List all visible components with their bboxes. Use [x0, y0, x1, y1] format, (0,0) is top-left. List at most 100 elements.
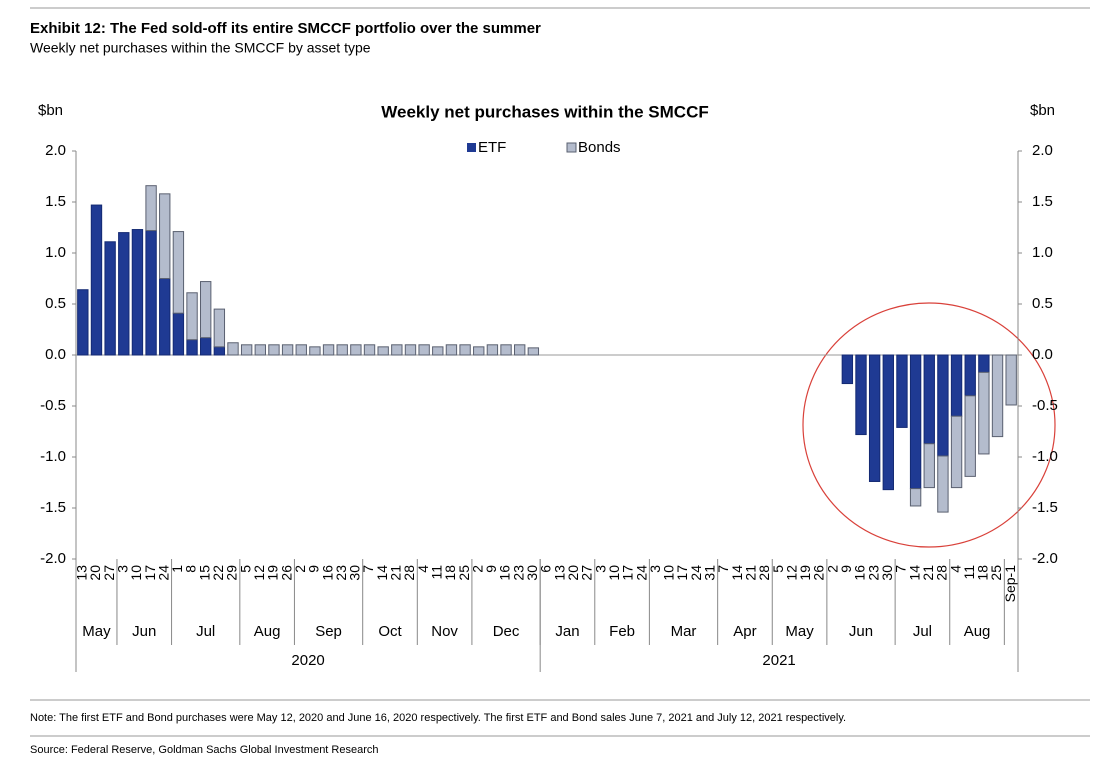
- legend-label: ETF: [478, 139, 506, 156]
- month-label: Dec: [493, 623, 520, 640]
- bar: [172, 231, 185, 314]
- x-tick-label: 15: [196, 565, 212, 581]
- month-label: Oct: [378, 623, 402, 640]
- bar: [445, 344, 458, 356]
- month-label: Jul: [913, 623, 932, 640]
- x-tick-label: 4: [947, 565, 963, 573]
- x-tick-label: 14: [374, 565, 390, 581]
- x-tick-label: 16: [852, 565, 868, 581]
- bar: [186, 292, 198, 341]
- x-tick-label: 25: [988, 565, 1004, 581]
- x-tick-label: 12: [251, 565, 267, 581]
- x-tick-label: 12: [783, 565, 799, 581]
- y2-tick-label: 1.0: [1032, 244, 1053, 261]
- y-tick-label: 0.5: [45, 295, 66, 312]
- x-tick-label: 17: [674, 565, 690, 581]
- y-axis-title: $bn: [38, 102, 63, 119]
- x-tick-label: 16: [497, 565, 513, 581]
- y2-tick-label: -2.0: [1032, 550, 1058, 567]
- x-tick-label: 18: [442, 565, 458, 581]
- exhibit-title: Exhibit 12: The Fed sold-off its entire …: [30, 20, 541, 37]
- y2-axis-title: $bn: [1030, 102, 1055, 119]
- bar: [200, 281, 212, 339]
- x-tick-label: 3: [647, 565, 663, 573]
- bar: [514, 344, 526, 356]
- highlight-circle: [802, 302, 1056, 548]
- x-tick-label: 21: [388, 565, 404, 581]
- x-tick-label: 22: [210, 565, 226, 581]
- x-tick-label: 17: [620, 565, 636, 581]
- bar: [432, 346, 444, 356]
- x-tick-label: 28: [756, 565, 772, 581]
- bar: [923, 354, 935, 445]
- y-tick-label: -2.0: [40, 550, 66, 567]
- y2-tick-label: 0.0: [1032, 346, 1053, 363]
- bar: [909, 354, 922, 490]
- y-tick-label: -0.5: [40, 397, 66, 414]
- bar: [391, 344, 403, 356]
- bar: [978, 354, 990, 373]
- bar: [118, 232, 130, 356]
- bar: [131, 229, 144, 356]
- x-tick-label: 23: [510, 565, 526, 581]
- x-tick-label: 24: [155, 565, 171, 581]
- y-tick-label: 0.0: [45, 346, 66, 363]
- note: Note: The first ETF and Bond purchases w…: [30, 712, 846, 724]
- bar: [978, 371, 990, 455]
- x-tick-label: 5: [770, 565, 786, 573]
- x-tick-label: 6: [538, 565, 554, 573]
- month-label: Apr: [733, 623, 756, 640]
- x-tick-label: 7: [715, 565, 731, 573]
- bar: [336, 344, 348, 356]
- legend-swatch: [566, 142, 577, 153]
- x-tick-label: 24: [633, 565, 649, 581]
- bar: [213, 346, 226, 356]
- x-tick-label: 2: [292, 565, 308, 573]
- x-tick-label: 14: [729, 565, 745, 581]
- y2-tick-label: -1.5: [1032, 499, 1058, 516]
- x-tick-label: 4: [415, 565, 431, 573]
- exhibit-subtitle: Weekly net purchases within the SMCCF by…: [30, 40, 371, 56]
- x-tick-label: 9: [483, 565, 499, 573]
- bar: [991, 354, 1004, 438]
- x-tick-label: 30: [347, 565, 363, 581]
- year-label: 2021: [762, 652, 795, 669]
- bar: [527, 347, 540, 356]
- x-tick-label: 20: [87, 565, 103, 581]
- x-tick-label: 13: [74, 565, 90, 581]
- bar: [159, 193, 171, 279]
- x-tick-label: 19: [265, 565, 281, 581]
- x-tick-label: 28: [401, 565, 417, 581]
- x-tick-label: 11: [961, 565, 977, 580]
- x-tick-label: 9: [306, 565, 322, 573]
- x-tick-label: 16: [319, 565, 335, 581]
- bar: [227, 342, 239, 356]
- month-label: Jun: [132, 623, 156, 640]
- x-tick-label: 7: [893, 565, 909, 573]
- x-tick-label: 23: [333, 565, 349, 581]
- bar: [937, 455, 949, 513]
- x-tick-label: 31: [702, 565, 718, 581]
- bar: [145, 230, 157, 356]
- x-tick-label: 30: [879, 565, 895, 581]
- bar: [363, 344, 376, 356]
- bar: [500, 344, 512, 356]
- x-tick-label: 30: [524, 565, 540, 581]
- x-tick-label: 7: [360, 565, 376, 573]
- bar: [172, 312, 185, 356]
- bar: [1005, 354, 1017, 406]
- x-tick-label: 26: [278, 565, 294, 581]
- y-tick-label: 2.0: [45, 142, 66, 159]
- y2-tick-label: 2.0: [1032, 142, 1053, 159]
- x-tick-label: 19: [797, 565, 813, 581]
- x-tick-label: 20: [565, 565, 581, 581]
- bar: [418, 344, 430, 356]
- bar: [90, 204, 103, 356]
- x-tick-label: 27: [579, 565, 595, 581]
- month-label: Nov: [431, 623, 458, 640]
- month-label: Aug: [254, 623, 281, 640]
- x-tick-label: 1: [169, 565, 185, 573]
- month-label: Mar: [671, 623, 697, 640]
- x-tick-label: 27: [101, 565, 117, 581]
